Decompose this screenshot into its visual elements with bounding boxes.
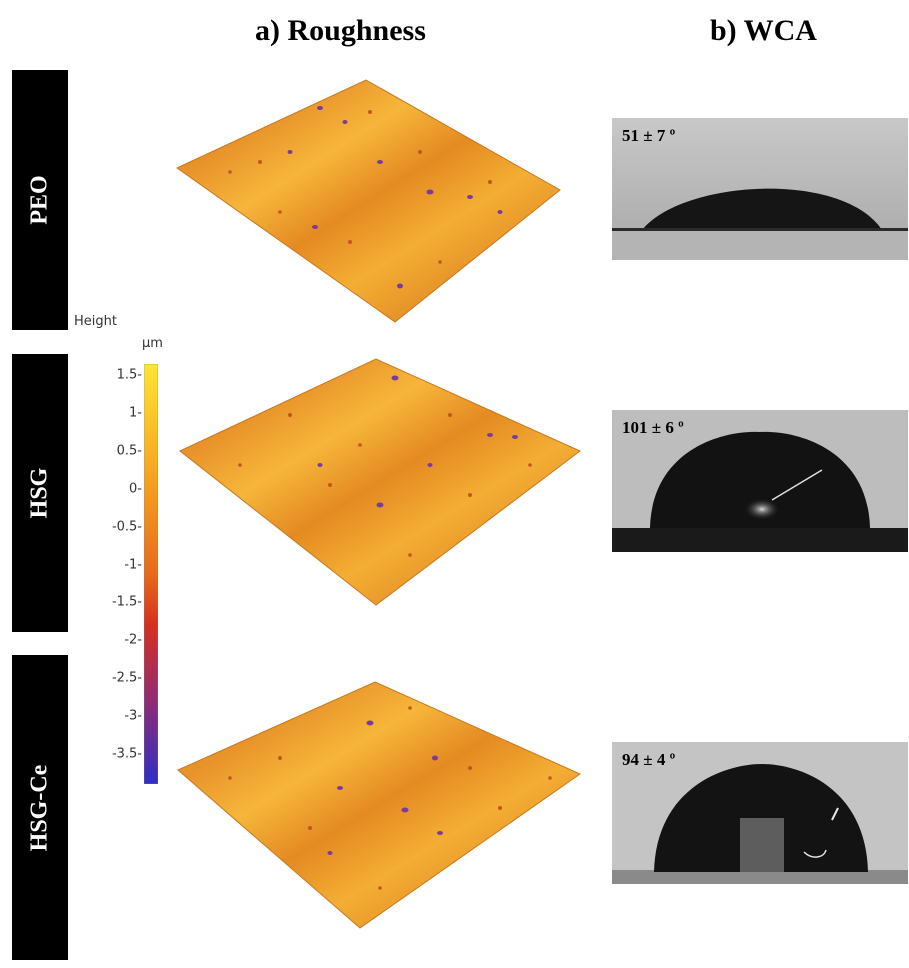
colorbar-tick-label: 0.5-: [116, 443, 142, 459]
surface-pits: [317, 375, 518, 508]
colorbar-tick-label: 1.5-: [116, 367, 142, 383]
surface-plane: [176, 79, 561, 323]
colorbar-tick-label: 0-: [129, 481, 142, 497]
row-label-hsg: HSG: [12, 354, 68, 632]
row-label-text: HSG: [26, 467, 53, 519]
row-label-text: HSG-Ce: [26, 764, 53, 851]
colorbar-tick-label: -1-: [124, 557, 142, 573]
wca-value-peo: 51 ± 7 º: [622, 126, 676, 145]
surface-plane: [177, 681, 582, 929]
colorbar-ticks: 1.5- 1- 0.5- 0- -0.5- -1- -1.5- -2- -2.5- -3- -3.5…: [70, 310, 142, 790]
surface-pits: [327, 720, 443, 855]
surface-bumps: [228, 110, 492, 264]
colorbar-tick-label: 1-: [129, 405, 142, 421]
colorbar-gradient: [144, 364, 158, 784]
roughness-column-title: a) Roughness: [255, 14, 426, 47]
colorbar-tick-label: -1.5-: [111, 594, 142, 610]
wca-image-hsg: 101 ± 6 º: [612, 410, 908, 552]
colorbar-title: Height: [74, 314, 117, 329]
row-label-text: PEO: [26, 175, 53, 225]
colorbar-tick-label: -3-: [124, 708, 142, 724]
colorbar-tick-label: -3.5-: [111, 746, 142, 762]
colorbar-tick-label: -2-: [124, 632, 142, 648]
roughness-map-hsg-ce: [177, 681, 582, 929]
surface-plane: [179, 358, 581, 606]
height-colorbar: Height µm 1.5- 1- 0.5- 0- -0.5- -1- -1.5- -2- -2…: [70, 310, 170, 790]
colorbar-tick-label: -2.5-: [111, 670, 142, 686]
colorbar-tick-label: -0.5-: [111, 519, 142, 535]
droplet-photo: [612, 742, 908, 884]
wca-image-hsg-ce: 94 ± 4 º: [612, 742, 908, 884]
roughness-map-hsg: [179, 358, 581, 606]
row-label-peo: PEO: [12, 70, 68, 330]
colorbar-unit: µm: [142, 336, 163, 351]
roughness-map-peo: [176, 79, 561, 323]
wca-image-peo: 51 ± 7 º: [612, 118, 908, 260]
wca-value-hsg-ce: 94 ± 4 º: [622, 750, 676, 769]
droplet-photo: [612, 118, 908, 260]
wca-column-title: b) WCA: [710, 14, 817, 47]
surface-bumps: [228, 706, 552, 890]
surface-bumps: [238, 413, 532, 557]
wca-value-hsg: 101 ± 6 º: [622, 418, 684, 437]
droplet-photo: [612, 410, 908, 552]
surface-pits: [287, 106, 503, 289]
row-label-hsg-ce: HSG-Ce: [12, 655, 68, 960]
